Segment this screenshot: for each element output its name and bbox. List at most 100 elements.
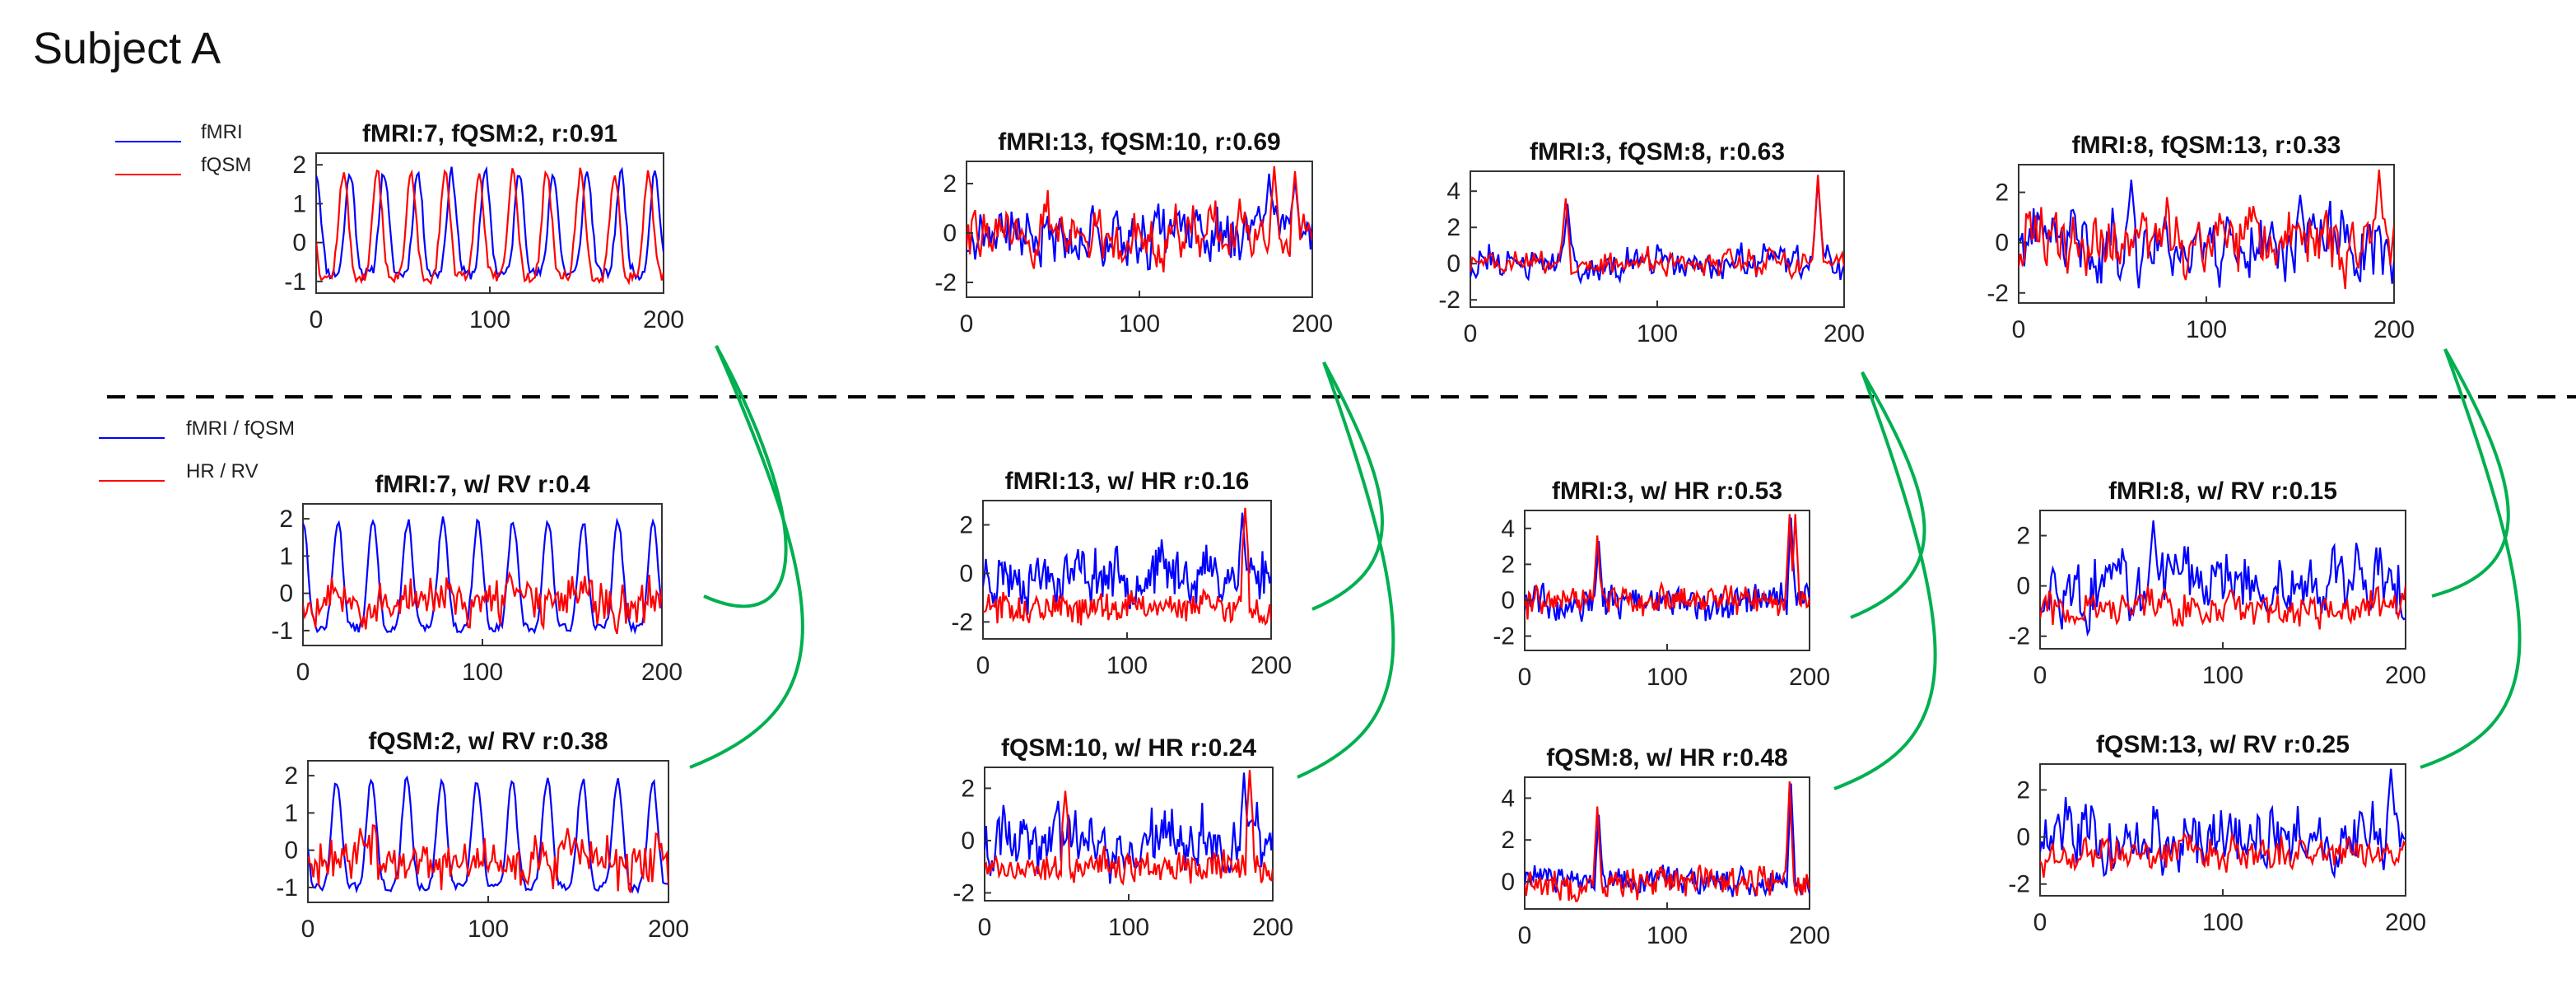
y-tick-label: 2 [943, 170, 957, 198]
x-tick-label: 200 [2385, 662, 2426, 689]
plot-frame [315, 152, 664, 294]
connector-curve [2431, 348, 2510, 598]
y-tick-label: 0 [284, 837, 298, 864]
connector-curve [1833, 371, 1937, 790]
y-tick-label: 0 [2016, 573, 2030, 600]
x-tick-label: 200 [1824, 320, 1865, 347]
chart-b3: 0 2 4 0 100 200 fQSM:8, w/ HR r:0.48 [1501, 744, 1830, 949]
series-line-blue [316, 165, 664, 282]
series-line-red [303, 571, 662, 635]
series-line-red [1470, 175, 1844, 281]
x-tick-label: 100 [1119, 310, 1160, 338]
y-tick-label: 0 [279, 580, 293, 608]
x-tick-label: 100 [2202, 909, 2243, 936]
x-tick-label: 0 [301, 916, 315, 943]
y-tick-label: 1 [284, 799, 298, 827]
series-line-blue [308, 775, 668, 895]
plot-frame [307, 760, 669, 903]
x-tick-label: 100 [468, 916, 509, 943]
chart-title: fQSM:10, w/ HR r:0.24 [1001, 734, 1256, 762]
x-tick-label: 200 [2373, 316, 2415, 343]
y-tick-label: -2 [951, 608, 973, 636]
x-tick-label: 0 [2033, 909, 2047, 936]
x-tick-label: 100 [1108, 914, 1149, 941]
x-tick-label: 0 [978, 914, 992, 941]
x-tick-label: 100 [1106, 652, 1148, 679]
y-tick-label: 2 [279, 506, 293, 533]
y-tick-label: 2 [1501, 827, 1515, 854]
chart-title: fQSM:2, w/ RV r:0.38 [368, 728, 608, 755]
x-tick-label: 0 [2033, 662, 2047, 689]
x-tick-label: 100 [469, 306, 510, 333]
chart-title: fMRI:3, w/ HR r:0.53 [1552, 478, 1782, 505]
x-tick-label: 0 [2012, 316, 2026, 343]
chart-title: fMRI:8, fQSM:13, r:0.33 [2072, 132, 2341, 159]
chart-title: fMRI:13, fQSM:10, r:0.69 [998, 128, 1280, 156]
x-tick-label: 100 [2202, 662, 2243, 689]
x-tick-label: 100 [1647, 922, 1688, 949]
connector-curve [1850, 370, 1926, 619]
x-tick-label: 200 [648, 916, 689, 943]
x-tick-label: 0 [310, 306, 324, 333]
y-tick-label: 1 [292, 190, 306, 217]
chart-title: fMRI:7, w/ RV r:0.4 [375, 471, 589, 498]
y-tick-label: 0 [961, 827, 975, 855]
x-tick-label: 0 [960, 310, 974, 338]
connector-curve [703, 345, 788, 608]
y-tick-label: 0 [1995, 230, 2009, 257]
y-tick-label: -2 [953, 879, 975, 906]
x-tick-label: 200 [1251, 652, 1292, 679]
x-tick-label: 100 [1637, 320, 1678, 347]
series-line-red [2040, 832, 2406, 878]
series-line-red [308, 824, 668, 893]
series-line-red [983, 507, 1271, 627]
y-tick-label: 2 [292, 151, 306, 179]
series-line-red [2019, 170, 2394, 290]
x-tick-label: 100 [1647, 664, 1688, 691]
legend-label: HR / RV [186, 460, 259, 482]
x-tick-label: 100 [462, 659, 503, 686]
chart-title: fMRI:13, w/ HR r:0.16 [1005, 468, 1250, 495]
x-tick-label: 0 [296, 659, 310, 686]
chart-title: fMRI:7, fQSM:2, r:0.91 [362, 120, 617, 147]
legend-top: fMRI fQSM [115, 121, 251, 176]
series-line-red [985, 770, 1273, 886]
legend-label: fQSM [201, 154, 251, 176]
x-tick-label: 0 [976, 652, 990, 679]
y-tick-label: 2 [959, 511, 973, 538]
series-line-blue [1470, 178, 1844, 285]
series-line-blue [983, 512, 1271, 615]
series-line-red [2040, 585, 2406, 630]
y-tick-label: 0 [1446, 250, 1460, 277]
y-tick-label: 0 [1501, 587, 1515, 614]
x-tick-label: 200 [1789, 664, 1830, 691]
y-tick-label: 2 [961, 775, 975, 802]
y-tick-label: -1 [276, 874, 298, 902]
x-tick-label: 200 [1292, 310, 1333, 338]
plot-frame [1470, 170, 1845, 308]
x-tick-label: 0 [1518, 922, 1532, 949]
y-tick-label: 4 [1446, 178, 1460, 205]
y-tick-label: 0 [943, 220, 957, 247]
y-tick-label: 2 [2016, 523, 2030, 550]
x-tick-label: 200 [2385, 909, 2426, 936]
series-line-blue [2040, 520, 2406, 637]
connector-curve [689, 345, 804, 769]
legend-bottom: fMRI / fQSM HR / RV [99, 417, 295, 482]
y-tick-label: 2 [284, 762, 298, 790]
y-tick-label: -2 [1987, 280, 2009, 307]
y-tick-label: 2 [1446, 214, 1460, 241]
x-tick-label: 200 [1789, 922, 1830, 949]
chart-title: fQSM:8, w/ HR r:0.48 [1546, 744, 1787, 771]
